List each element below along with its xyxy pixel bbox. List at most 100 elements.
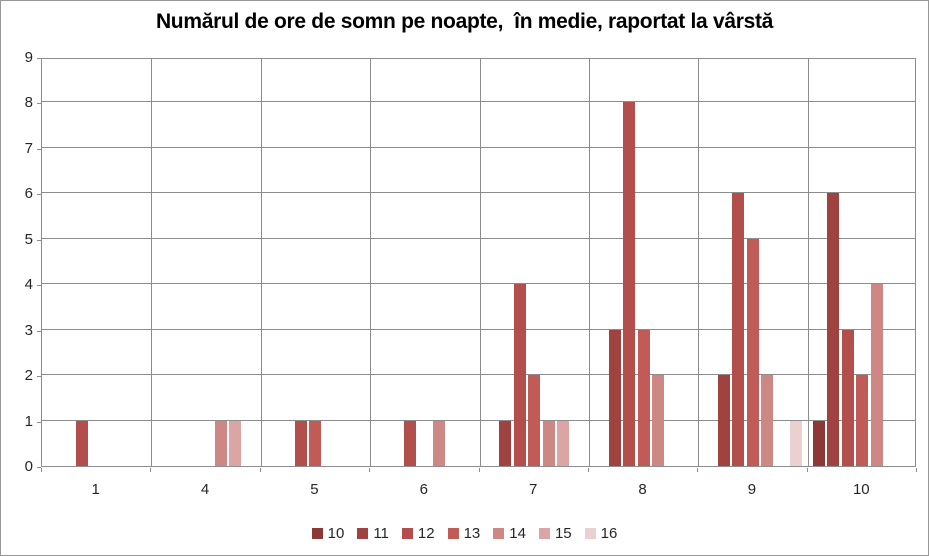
legend-swatch-icon [493, 528, 505, 539]
bar-age-10-group-10 [812, 420, 825, 466]
bar-age-12-group-1 [76, 420, 89, 466]
bar-age-11-group-9 [717, 375, 730, 466]
y-tick-label: 1 [24, 412, 33, 430]
bar-age-13-group-8 [637, 329, 650, 466]
gridline-horizontal [42, 283, 915, 285]
y-tick-label: 2 [24, 367, 33, 385]
legend-label: 15 [554, 525, 572, 542]
legend-label: 16 [600, 525, 618, 542]
x-tick-mark [41, 468, 42, 472]
bar-age-11-group-8 [608, 329, 621, 466]
gridline-horizontal [42, 101, 915, 103]
legend-swatch-icon [401, 528, 413, 539]
bar-age-13-group-10 [856, 375, 869, 466]
y-tick-mark [37, 58, 41, 59]
y-tick-mark [37, 148, 41, 150]
bar-age-14-group-10 [870, 284, 883, 466]
y-tick-mark [37, 376, 41, 378]
bar-age-15-group-7 [557, 420, 570, 466]
y-tick-label: 9 [24, 49, 33, 66]
gridline-horizontal [42, 419, 915, 421]
x-tick-mark [150, 468, 152, 472]
x-tick-label-1: 1 [91, 481, 100, 498]
bar-age-13-group-5 [309, 420, 322, 466]
legend-item-11: 11 [357, 525, 389, 542]
gridline-vertical [370, 59, 372, 466]
bar-age-13-group-7 [528, 375, 541, 466]
y-tick-label: 8 [24, 94, 33, 112]
legend-item-16: 16 [584, 525, 618, 542]
bar-age-14-group-6 [433, 420, 446, 466]
legend: 10 11 12 13 14 15 16 [1, 525, 928, 542]
x-tick-label-8: 8 [638, 481, 647, 498]
y-tick-mark [37, 330, 41, 332]
gridline-horizontal [42, 192, 915, 194]
x-tick-mark [587, 468, 589, 472]
legend-label: 10 [327, 525, 345, 542]
y-tick-label: 4 [24, 276, 33, 294]
y-tick-label: 3 [24, 321, 33, 339]
legend-item-14: 14 [493, 525, 526, 542]
legend-swatch-icon [584, 528, 596, 539]
bar-age-13-group-9 [746, 238, 759, 466]
bar-age-11-group-10 [827, 193, 840, 466]
bar-age-12-group-6 [404, 420, 417, 466]
x-tick-label-7: 7 [529, 481, 538, 498]
x-tick-mark [478, 468, 480, 472]
bar-age-12-group-5 [294, 420, 307, 466]
legend-item-10: 10 [311, 525, 345, 542]
gridline-vertical [588, 59, 590, 466]
y-tick-mark [37, 421, 41, 423]
x-tick-mark [259, 468, 261, 472]
bar-age-12-group-8 [623, 102, 636, 466]
y-tick-label: 6 [24, 185, 33, 203]
legend-label: 13 [463, 525, 481, 542]
bar-age-14-group-7 [542, 420, 555, 466]
x-tick-label-5: 5 [310, 481, 319, 498]
legend-item-15: 15 [538, 525, 572, 542]
legend-label: 14 [509, 525, 526, 542]
bar-age-14-group-9 [761, 375, 774, 466]
gridline-vertical [260, 59, 262, 466]
legend-label: 12 [417, 525, 435, 542]
y-tick-mark [37, 467, 41, 468]
legend-item-13: 13 [447, 525, 481, 542]
bar-age-15-group-4 [229, 420, 242, 466]
x-tick-label-10: 10 [852, 481, 870, 498]
plot-area [41, 58, 916, 467]
gridline-horizontal [42, 237, 915, 239]
gridline-vertical [479, 59, 481, 466]
y-tick-mark [37, 194, 41, 196]
x-tick-label-6: 6 [419, 481, 428, 498]
x-tick-mark [369, 468, 371, 472]
legend-item-12: 12 [401, 525, 435, 542]
gridline-horizontal [42, 374, 915, 376]
gridline-vertical [151, 59, 153, 466]
y-tick-label: 5 [24, 230, 33, 248]
bar-age-14-group-8 [652, 375, 665, 466]
legend-swatch-icon [538, 528, 550, 539]
x-tick-mark [697, 468, 699, 472]
bar-age-12-group-9 [732, 193, 745, 466]
bar-age-11-group-7 [499, 420, 512, 466]
legend-swatch-icon [311, 528, 323, 539]
legend-label: 11 [373, 525, 389, 542]
y-tick-mark [37, 285, 41, 287]
gridline-horizontal [42, 328, 915, 330]
y-tick-mark [37, 103, 41, 105]
x-tick-mark [806, 468, 808, 472]
bar-age-16-group-9 [790, 420, 803, 466]
chart-title: Numărul de ore de somn pe noapte, în med… [155, 10, 774, 33]
y-tick-label: 7 [24, 139, 33, 157]
y-tick-label: 0 [24, 458, 33, 475]
legend-swatch-icon [357, 528, 369, 539]
x-tick-mark [916, 468, 917, 472]
bar-age-14-group-4 [214, 420, 227, 466]
gridline-horizontal [42, 146, 915, 148]
x-tick-label-9: 9 [747, 481, 757, 498]
gridline-vertical [807, 59, 809, 466]
gridline-vertical [698, 59, 700, 466]
bar-age-12-group-7 [513, 284, 526, 466]
y-tick-mark [37, 239, 41, 241]
